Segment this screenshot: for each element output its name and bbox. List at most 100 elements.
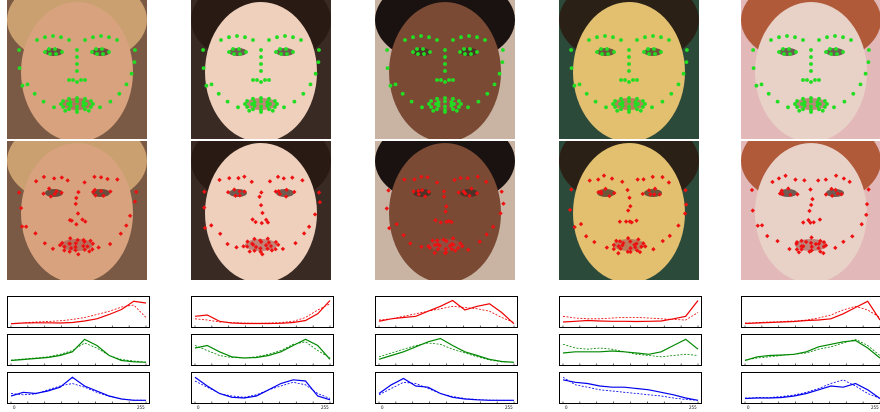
landmark-point bbox=[83, 38, 87, 42]
landmark-point bbox=[833, 245, 838, 251]
landmark-point bbox=[801, 96, 805, 101]
landmark-point bbox=[75, 80, 79, 84]
x-tick-label-max: 255 bbox=[137, 405, 145, 410]
landmark-point bbox=[267, 78, 271, 82]
landmark-point bbox=[435, 78, 439, 82]
landmark-point bbox=[452, 177, 457, 183]
landmark-point bbox=[247, 249, 252, 254]
landmark-point bbox=[451, 96, 455, 101]
landmark-point bbox=[809, 55, 813, 59]
landmark-point bbox=[91, 102, 95, 106]
histogram-line-solid bbox=[562, 379, 699, 401]
landmark-point bbox=[132, 199, 138, 204]
landmark-point bbox=[759, 82, 764, 87]
landmark-point bbox=[785, 34, 789, 38]
landmark-point bbox=[411, 189, 416, 194]
landmark-point bbox=[751, 48, 755, 52]
landmark-point bbox=[450, 236, 456, 241]
landmark-point bbox=[569, 187, 574, 192]
landmark-point bbox=[653, 52, 657, 56]
landmark-point bbox=[620, 179, 625, 184]
landmark-point bbox=[259, 104, 263, 109]
histogram-plot bbox=[744, 338, 880, 365]
landmark-point bbox=[631, 78, 635, 82]
landmark-point bbox=[279, 52, 283, 56]
landmark-point bbox=[82, 239, 87, 244]
landmark-point bbox=[385, 66, 390, 70]
landmark-point bbox=[619, 107, 623, 112]
histogram-green-channel bbox=[741, 334, 880, 366]
landmark-point bbox=[290, 175, 295, 180]
landmark-point bbox=[105, 176, 110, 182]
landmark-point bbox=[267, 38, 271, 42]
face-skin bbox=[205, 143, 317, 280]
histogram-line-dashed bbox=[194, 380, 331, 399]
landmark-point bbox=[209, 223, 214, 228]
histogram-line-solid bbox=[194, 338, 331, 360]
landmark-point bbox=[244, 50, 248, 54]
landmark-point bbox=[451, 38, 455, 42]
landmark-point bbox=[781, 47, 785, 51]
landmark-point bbox=[107, 241, 113, 247]
landmark-point bbox=[466, 247, 471, 252]
landmark-point bbox=[252, 236, 257, 242]
landmark-point bbox=[43, 35, 47, 40]
landmark-point bbox=[232, 52, 236, 56]
face-photo-ground-truth bbox=[375, 0, 515, 139]
landmark-point bbox=[201, 66, 206, 70]
landmark-point bbox=[642, 50, 646, 54]
landmark-point bbox=[259, 48, 263, 52]
landmark-point bbox=[118, 231, 123, 236]
landmark-point bbox=[225, 241, 230, 247]
landmark-point bbox=[90, 241, 96, 246]
landmark-point bbox=[69, 218, 74, 223]
landmark-point bbox=[667, 38, 671, 42]
histogram-green-channel bbox=[191, 334, 334, 366]
landmark-point bbox=[659, 50, 663, 54]
histogram-line-dashed bbox=[378, 342, 515, 363]
histogram-line-dashed bbox=[744, 379, 880, 399]
landmark-point bbox=[587, 38, 591, 42]
landmark-point bbox=[829, 52, 833, 56]
landmark-point bbox=[627, 99, 631, 104]
landmark-point bbox=[99, 34, 103, 38]
landmark-point bbox=[419, 174, 424, 179]
landmark-point bbox=[659, 35, 663, 40]
landmark-point bbox=[115, 177, 120, 182]
face-image bbox=[191, 141, 331, 280]
x-tick-label-max: 255 bbox=[871, 405, 879, 410]
landmark-point bbox=[627, 55, 631, 59]
landmark-point bbox=[801, 38, 805, 42]
landmark-point bbox=[858, 82, 863, 87]
landmark-point bbox=[643, 35, 647, 40]
landmark-point bbox=[20, 83, 25, 88]
landmark-point bbox=[32, 91, 37, 96]
landmark-point bbox=[67, 107, 71, 112]
right-eye bbox=[826, 189, 844, 197]
landmark-point bbox=[61, 105, 65, 109]
landmark-point bbox=[316, 60, 321, 64]
histogram-red-channel bbox=[559, 296, 702, 328]
landmark-point bbox=[408, 241, 413, 246]
landmark-point bbox=[447, 78, 451, 82]
landmark-point bbox=[815, 103, 820, 108]
landmark-point bbox=[625, 187, 630, 193]
landmark-point bbox=[260, 252, 265, 257]
landmark-point bbox=[428, 50, 432, 54]
landmark-point bbox=[88, 238, 93, 243]
landmark-point bbox=[227, 50, 231, 54]
landmark-point bbox=[627, 69, 631, 73]
landmark-point bbox=[808, 220, 813, 225]
landmark-point bbox=[82, 180, 87, 185]
landmark-point bbox=[627, 96, 631, 100]
histogram-plot bbox=[378, 299, 515, 327]
landmark-point bbox=[435, 107, 439, 112]
landmark-point bbox=[394, 221, 399, 227]
landmark-point bbox=[19, 224, 25, 229]
face-photo-predicted bbox=[191, 141, 331, 280]
landmark-point bbox=[866, 60, 871, 64]
landmark-point bbox=[416, 188, 421, 194]
landmark-point bbox=[498, 211, 503, 216]
landmark-point bbox=[249, 179, 254, 185]
landmark-point bbox=[83, 96, 87, 101]
